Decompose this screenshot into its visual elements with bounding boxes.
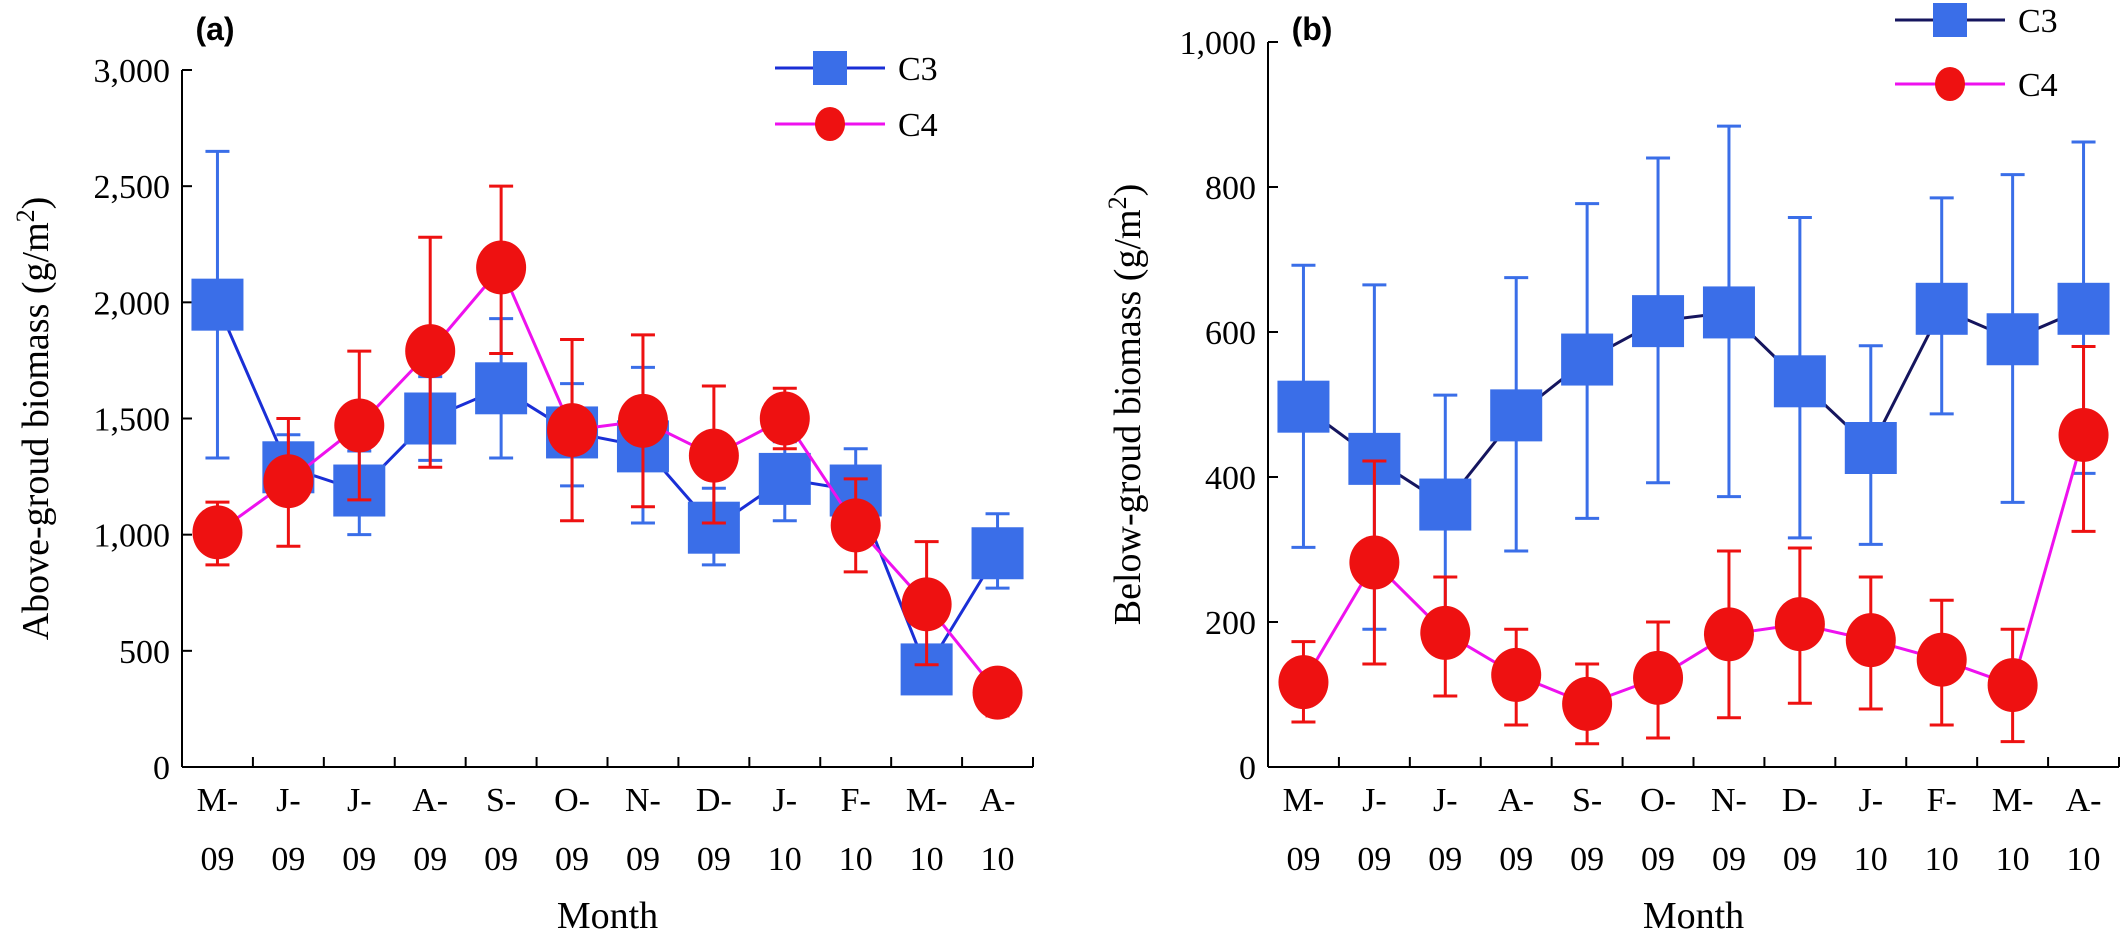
c3-data-point	[1490, 389, 1543, 442]
legend-label: C4	[2018, 67, 2058, 104]
c3-data-point	[2057, 282, 2110, 335]
c3-data-point	[1915, 282, 1968, 335]
x-axis-label: Month	[557, 895, 658, 937]
c4-data-point	[901, 577, 952, 632]
c4-data-point	[192, 505, 243, 560]
x-tick-label: J-10	[768, 782, 802, 878]
chart-panel-b: 0 200 400 600 800 1,000 M-09 J-09 J-09 A-09 S-09 O-…	[1103, 3, 2120, 937]
y-tick-label: 800	[1205, 170, 1256, 207]
c4-data-point	[1633, 650, 1684, 705]
x-axis-label: Month	[1643, 895, 1744, 937]
c3-data-point	[1561, 333, 1614, 386]
panel-label: (b)	[1292, 11, 1333, 47]
y-tick-label: 0	[153, 750, 170, 787]
y-tick-label: 3,000	[94, 53, 171, 90]
x-tick-label: O-09	[554, 782, 590, 878]
c4-data-point	[1916, 632, 1967, 687]
x-tick-label: S-09	[484, 782, 518, 878]
c4-data-point	[1278, 655, 1329, 710]
c3-data-point	[1419, 478, 1472, 531]
legend-marker	[815, 107, 845, 141]
c4-data-point	[1491, 647, 1542, 702]
x-tick-label: M-10	[1992, 782, 2034, 878]
x-tick-label: D-09	[1782, 782, 1818, 878]
y-tick-label: 500	[119, 634, 170, 671]
c3-series-line	[1302, 306, 2085, 507]
c3-data-point	[475, 362, 528, 415]
y-tick-label: 200	[1205, 605, 1256, 642]
x-tick-label: A-09	[412, 782, 448, 878]
c4-data-point	[1845, 613, 1896, 668]
c3-data-point	[191, 278, 244, 331]
c4-data-point	[2058, 407, 2109, 462]
y-tick-label: 400	[1205, 460, 1256, 497]
x-tick-label: N-09	[625, 782, 661, 878]
x-tick-label: J-09	[1357, 782, 1391, 878]
y-tick-label: 1,000	[1180, 25, 1257, 62]
x-tick-label: A-10	[2066, 782, 2102, 878]
x-tick-label: J-09	[342, 782, 376, 878]
c4-data-point	[1349, 535, 1400, 590]
x-tick-label: O-09	[1640, 782, 1676, 878]
legend-label: C3	[898, 51, 938, 88]
c4-data-point	[547, 403, 598, 458]
x-tick-label: S-09	[1570, 782, 1604, 878]
legend-marker	[1933, 3, 1967, 37]
legend-entry-c3: C3	[775, 51, 938, 88]
x-tick-label: A-10	[980, 782, 1016, 878]
c4-data-point	[334, 398, 385, 453]
legend-marker	[1935, 67, 1965, 101]
y-tick-label: 2,500	[94, 169, 171, 206]
c4-data-point	[972, 665, 1023, 720]
c3-data-point	[1632, 295, 1685, 348]
c3-data-point	[1844, 422, 1897, 474]
c4-data-point	[688, 428, 739, 483]
c3-data-point	[1702, 286, 1755, 339]
x-tick-label: M-10	[906, 782, 948, 878]
x-tick-label: A-09	[1498, 782, 1534, 878]
x-tick-label: J-09	[271, 782, 305, 878]
legend-label: C4	[898, 107, 938, 144]
y-tick-label: 2,000	[94, 285, 171, 322]
c3-data-point	[1773, 355, 1826, 408]
c4-data-point	[759, 391, 810, 446]
legend-entry-c3: C3	[1895, 3, 2058, 40]
legend-marker	[813, 51, 847, 85]
y-axis-label: Below-groud biomass (g/m2)	[1103, 184, 1149, 626]
x-tick-label: N-09	[1711, 782, 1747, 878]
x-tick-label: M-09	[197, 782, 239, 878]
legend-entry-c4: C4	[1895, 67, 2058, 104]
y-tick-label: 600	[1205, 315, 1256, 352]
c4-series-line	[1302, 434, 2085, 706]
panel-label: (a)	[195, 11, 234, 47]
c4-data-point	[830, 498, 881, 553]
y-tick-label: 0	[1239, 750, 1256, 787]
c4-data-point	[1562, 676, 1613, 731]
x-tick-label: D-09	[696, 782, 732, 878]
x-tick-label: F-10	[839, 782, 873, 878]
y-axis-label: Above-groud biomass (g/m2)	[11, 197, 57, 641]
x-tick-label: J-09	[1428, 782, 1462, 878]
c3-data-point	[1277, 380, 1330, 433]
c4-data-point	[476, 240, 527, 295]
c4-data-point	[405, 324, 456, 379]
c3-data-point	[1986, 313, 2039, 366]
c4-data-point	[263, 454, 314, 509]
x-tick-label: J-10	[1854, 782, 1888, 878]
x-tick-label: M-09	[1283, 782, 1325, 878]
c4-data-point	[1987, 658, 2038, 713]
c4-data-point	[1774, 597, 1825, 652]
chart-panel-a: 0 500 1,000 1,500 2,000 2,500 3,000 M-09 J-09 J-0…	[11, 11, 1034, 937]
x-tick-label: F-10	[1925, 782, 1959, 878]
legend-entry-c4: C4	[775, 107, 938, 144]
legend-label: C3	[2018, 3, 2058, 40]
c4-data-point	[1420, 605, 1471, 660]
c4-data-point	[617, 393, 668, 448]
c3-data-point	[971, 527, 1024, 580]
y-tick-label: 1,000	[94, 518, 171, 555]
c3-data-point	[758, 452, 811, 505]
c4-data-point	[1703, 607, 1754, 662]
y-tick-label: 1,500	[94, 402, 171, 439]
